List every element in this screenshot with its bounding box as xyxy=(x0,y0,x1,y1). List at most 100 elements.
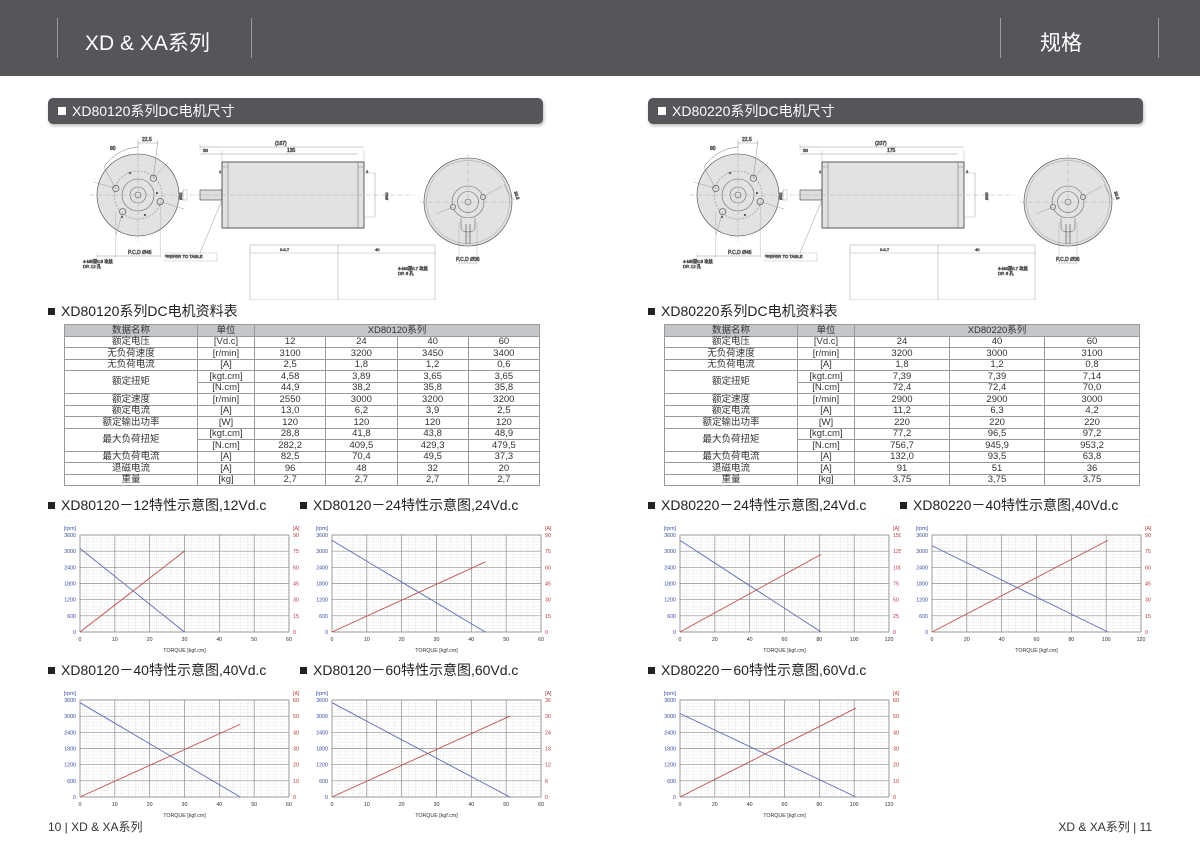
svg-text:50: 50 xyxy=(251,802,257,808)
svg-text:0: 0 xyxy=(673,630,676,636)
svg-text:33.5: 33.5 xyxy=(1113,191,1121,201)
svg-text:90: 90 xyxy=(1145,533,1151,539)
svg-text:3600: 3600 xyxy=(916,533,928,539)
svg-text:0: 0 xyxy=(79,637,82,643)
svg-text:3000: 3000 xyxy=(664,549,676,555)
svg-text:1800: 1800 xyxy=(316,582,328,588)
svg-text:[A]: [A] xyxy=(1145,526,1152,532)
svg-text:33.5: 33.5 xyxy=(513,191,521,201)
svg-text:30: 30 xyxy=(545,598,551,604)
svg-text:10: 10 xyxy=(112,802,118,808)
svg-text:120: 120 xyxy=(885,637,894,643)
svg-text:(207): (207) xyxy=(875,141,887,147)
svg-text:40: 40 xyxy=(468,802,474,808)
svg-text:50: 50 xyxy=(293,714,299,720)
svg-text:18: 18 xyxy=(545,747,551,753)
svg-text:600: 600 xyxy=(319,779,328,785)
svg-text:2400: 2400 xyxy=(916,565,928,571)
svg-text:600: 600 xyxy=(667,614,676,620)
svg-text:1800: 1800 xyxy=(316,747,328,753)
svg-text:0: 0 xyxy=(79,802,82,808)
svg-text:75: 75 xyxy=(1145,549,1151,555)
svg-text:[rpm]: [rpm] xyxy=(916,526,929,532)
svg-text:100: 100 xyxy=(850,637,859,643)
svg-text:75: 75 xyxy=(893,582,899,588)
svg-text:2400: 2400 xyxy=(664,565,676,571)
svg-text:DP. 12 孔: DP. 12 孔 xyxy=(683,263,702,270)
svg-text:135: 135 xyxy=(287,148,296,154)
svg-text:600: 600 xyxy=(919,614,928,620)
svg-text:1200: 1200 xyxy=(664,763,676,769)
svg-text:20: 20 xyxy=(293,763,299,769)
svg-text:75: 75 xyxy=(293,549,299,555)
svg-text:20: 20 xyxy=(147,802,153,808)
svg-text:120: 120 xyxy=(885,802,894,808)
svg-text:3600: 3600 xyxy=(64,533,76,539)
svg-text:50: 50 xyxy=(503,802,509,808)
svg-text:10: 10 xyxy=(364,637,370,643)
svg-text:10: 10 xyxy=(112,637,118,643)
svg-text:90: 90 xyxy=(110,146,116,152)
svg-text:60: 60 xyxy=(782,802,788,808)
svg-text:80: 80 xyxy=(816,802,822,808)
svg-text:60: 60 xyxy=(538,637,544,643)
svg-text:[rpm]: [rpm] xyxy=(64,526,77,532)
svg-text:90: 90 xyxy=(545,533,551,539)
svg-text:80: 80 xyxy=(1068,637,1074,643)
svg-text:40: 40 xyxy=(975,247,980,252)
svg-text:1800: 1800 xyxy=(64,747,76,753)
svg-text:0: 0 xyxy=(331,802,334,808)
svg-text:2400: 2400 xyxy=(316,565,328,571)
svg-text:Ø32: Ø32 xyxy=(384,192,389,200)
svg-text:3000: 3000 xyxy=(316,549,328,555)
svg-text:3600: 3600 xyxy=(316,698,328,704)
svg-text:P.C.D Ø36: P.C.D Ø36 xyxy=(456,257,480,263)
svg-text:[rpm]: [rpm] xyxy=(664,691,677,697)
svg-text:40: 40 xyxy=(216,802,222,808)
svg-text:120: 120 xyxy=(1137,637,1146,643)
svg-text:Ø32: Ø32 xyxy=(178,192,183,200)
svg-text:40: 40 xyxy=(375,247,380,252)
svg-text:P.C.D Ø46: P.C.D Ø46 xyxy=(128,250,152,256)
svg-text:20: 20 xyxy=(893,763,899,769)
svg-text:50: 50 xyxy=(893,714,899,720)
svg-text:10: 10 xyxy=(893,779,899,785)
svg-text:[A]: [A] xyxy=(893,691,900,697)
svg-text:1800: 1800 xyxy=(64,582,76,588)
svg-text:P.C.D Ø36: P.C.D Ø36 xyxy=(1056,257,1080,263)
svg-text:30: 30 xyxy=(434,802,440,808)
svg-text:3000: 3000 xyxy=(316,714,328,720)
svg-text:0: 0 xyxy=(325,795,328,801)
svg-text:15: 15 xyxy=(293,614,299,620)
svg-text:0-0.7: 0-0.7 xyxy=(280,247,290,252)
svg-text:[A]: [A] xyxy=(545,526,552,532)
svg-text:1200: 1200 xyxy=(64,763,76,769)
svg-text:40: 40 xyxy=(747,802,753,808)
svg-text:40: 40 xyxy=(747,637,753,643)
svg-text:0: 0 xyxy=(325,630,328,636)
svg-text:10: 10 xyxy=(293,779,299,785)
svg-text:0: 0 xyxy=(293,795,296,801)
svg-text:15: 15 xyxy=(545,614,551,620)
svg-text:20: 20 xyxy=(399,637,405,643)
svg-text:TORQUE [kgf.cm]: TORQUE [kgf.cm] xyxy=(163,648,206,654)
svg-text:60: 60 xyxy=(286,637,292,643)
svg-text:10: 10 xyxy=(364,802,370,808)
svg-text:1800: 1800 xyxy=(664,582,676,588)
svg-text:40: 40 xyxy=(468,637,474,643)
svg-text:36: 36 xyxy=(545,698,551,704)
svg-text:30: 30 xyxy=(434,637,440,643)
svg-text:*REFER TO TABLE: *REFER TO TABLE xyxy=(165,254,203,259)
svg-text:0: 0 xyxy=(545,630,548,636)
svg-text:60: 60 xyxy=(782,637,788,643)
svg-text:3600: 3600 xyxy=(664,533,676,539)
svg-text:30: 30 xyxy=(182,802,188,808)
svg-text:12: 12 xyxy=(545,763,551,769)
svg-text:80: 80 xyxy=(816,637,822,643)
svg-text:P.C.D Ø46: P.C.D Ø46 xyxy=(728,250,752,256)
svg-text:6: 6 xyxy=(545,779,548,785)
svg-text:3600: 3600 xyxy=(64,698,76,704)
svg-text:0: 0 xyxy=(73,630,76,636)
svg-text:20: 20 xyxy=(964,637,970,643)
svg-text:60: 60 xyxy=(545,565,551,571)
